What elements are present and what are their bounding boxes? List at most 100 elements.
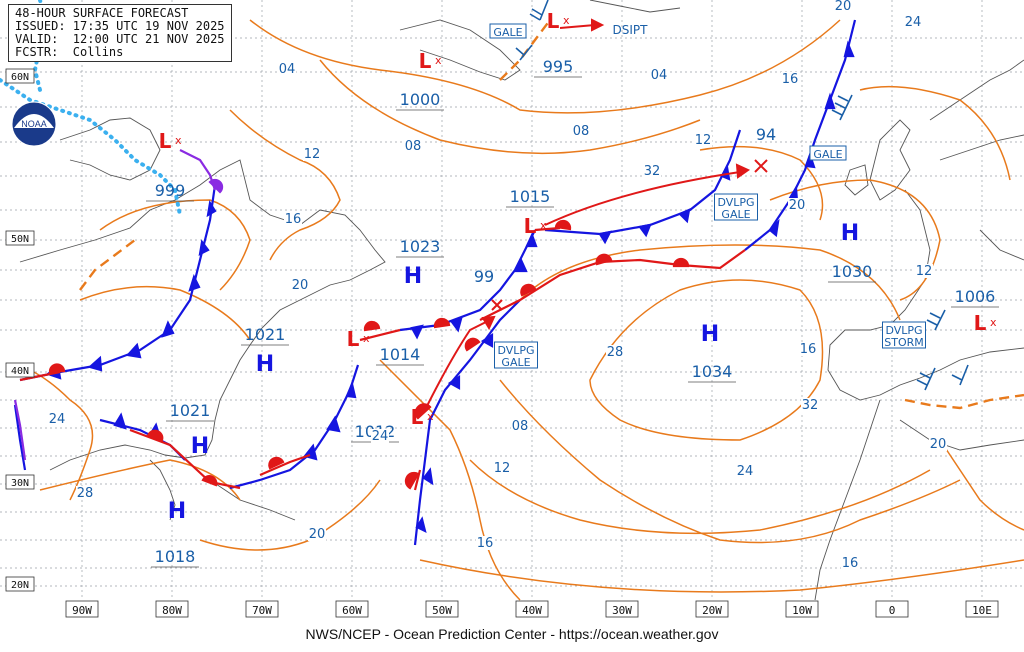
x-mark: x [990,316,997,329]
low-pressure-symbol: L [524,214,537,238]
occluded-front [13,149,224,461]
isobar-label-bg [284,212,302,226]
lon-label-box [425,600,459,618]
noaa-logo-icon: NOAA [11,101,57,147]
lon-label-box [245,600,279,618]
pressure-value: 1021 [170,401,211,420]
isobar-label-bg [736,464,754,478]
isobar-label: 24 [372,429,389,444]
low-pressure-symbol: L [411,405,424,429]
pressure-value: 1015 [510,187,551,206]
isobar-label: 16 [842,556,859,571]
isobar-label: 04 [279,62,296,77]
lon-label-box [785,600,819,618]
isobar-label-bg [511,419,529,433]
lat-label-box [5,576,35,592]
isobar-label: 24 [905,15,922,30]
isobar-label: 32 [644,164,661,179]
isobar-label-bg [476,536,494,550]
isobar-label-bg [48,412,66,426]
pressure-value: 1014 [380,345,421,364]
high-pressure-symbol: H [191,434,209,459]
isobar-label-bg [781,72,799,86]
warning-box [809,145,847,161]
header-forecaster: FCSTR: Collins [15,45,124,59]
x-mark-b [754,159,768,173]
x-mark-a [491,299,503,311]
lat-label: 50N [11,234,29,245]
pressure-value: 1000 [400,90,441,109]
isobar-label: 24 [737,464,754,479]
lon-label: 70W [252,604,272,617]
isobar-label: 04 [651,68,668,83]
lat-label: 30N [11,478,29,489]
isobar-label-bg [291,278,309,292]
lon-label-box [695,600,729,618]
isobar-label: 32 [802,398,819,413]
high-pressure-symbol: H [168,499,186,524]
isobar-label-bg [694,133,712,147]
isobar-label: 16 [800,342,817,357]
isobar-label: 16 [477,536,494,551]
isobar-label: 28 [77,486,94,501]
warning-box [494,341,538,369]
dissipating-label: DSIPT [613,23,649,37]
isobar-label: 12 [695,133,712,148]
x-mark: x [540,219,547,232]
warning-label: STORM [884,336,924,349]
isobar-label-bg [278,62,296,76]
isobar-label-bg [799,342,817,356]
lon-label: 90W [72,604,92,617]
isobar-label: 08 [405,139,422,154]
warm-fronts [19,219,746,491]
low-pressure-symbol: L [547,9,560,33]
header-issued: ISSUED: 17:35 UTC 19 NOV 2025 [15,19,225,33]
pressure-value: 1018 [155,547,196,566]
x-mark: x [363,332,370,345]
isobar-label-bg [834,0,852,13]
isobar-label-bg [303,147,321,161]
isobar-label-bg [904,15,922,29]
isobar-label: 20 [835,0,852,14]
lon-label-box [335,600,369,618]
lat-label-box [5,230,35,246]
warning-box [714,193,758,221]
lon-label-box [605,600,639,618]
low-pressure-symbol: L [347,327,360,351]
isobar-label: 28 [607,345,624,360]
pressure-value: 1034 [692,362,733,381]
isobar-label-bg [841,556,859,570]
isobar-label-bg [404,139,422,153]
lon-label: 50W [432,604,452,617]
lon-label-box [65,600,99,618]
warning-label: DVLPG [497,344,534,357]
lon-label-box [875,600,909,618]
isobar-label: 12 [304,147,321,162]
isobar-label-bg [572,124,590,138]
lon-label: 80W [162,604,182,617]
warning-label: GALE [501,356,530,369]
isobar-label-bg [606,345,624,359]
partial-pressure-value: 99 [474,267,494,286]
x-mark: x [175,134,182,147]
axis-labels: 90W 80W 70W 60W 50W 40W 30W 20W 10W 0 10E 60N 50N 40N… [5,68,999,618]
lat-label: 20N [11,580,29,591]
isobar-label: 08 [512,419,529,434]
isobar-label-bg [308,527,326,541]
lon-label-box [155,600,189,618]
lon-label: 60W [342,604,362,617]
isobar-label: 16 [782,72,799,87]
isobar-label-bg [915,264,933,278]
header-title: 48-HOUR SURFACE FORECAST [15,6,189,20]
lon-label-box [515,600,549,618]
pressure-value: 999 [155,181,186,200]
warning-label: GALE [493,26,522,39]
lon-label: 10W [792,604,812,617]
isobars [29,19,1024,601]
forecast-tracks [424,18,751,411]
warning-box [489,23,527,39]
high-pressure-symbol: H [701,322,719,347]
partial-pressure-value: 94 [756,125,776,144]
lat-label-box [5,362,35,378]
